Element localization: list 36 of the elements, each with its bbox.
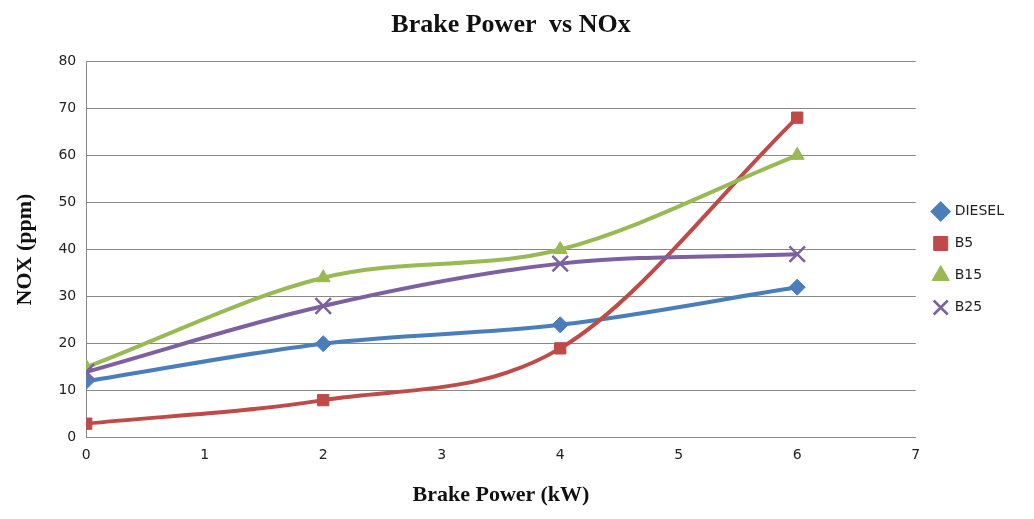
y-tick-label: 80 [58,51,77,68]
point [314,335,332,353]
y-tick-label: 0 [67,428,77,445]
x-tick-label: 4 [555,445,565,462]
y-axis-title: NOX (ppm) [10,193,36,306]
point [554,342,567,355]
x-tick-label: 6 [792,445,802,462]
x-tick-label: 3 [437,445,447,462]
x-tick-label: 2 [318,445,328,462]
point [788,278,806,296]
point [315,269,331,283]
y-tick-label: 60 [58,145,77,162]
legend-label: B25 [954,298,983,315]
y-tick-label: 30 [58,287,77,304]
x-tick-label: 7 [911,445,921,462]
y-tick-label: 40 [58,240,77,257]
point [551,316,569,334]
point [788,245,807,264]
x-axis-title: Brake Power (kW) [412,481,590,507]
y-tick-label: 70 [58,98,77,115]
point [317,393,330,407]
x-tick-label: 5 [674,445,684,462]
point [791,111,804,124]
y-tick-label: 10 [58,381,77,398]
point [789,146,805,160]
point [552,241,568,254]
legend-label: DIESEL [954,202,1005,219]
point [314,296,333,316]
point [551,254,570,273]
legend-label: B15 [954,266,983,283]
x-tick-label: 1 [200,445,210,462]
y-tick-label: 20 [58,334,77,351]
chart-title: Brake Power vs NOx [391,9,631,39]
y-tick-label: 50 [58,193,77,210]
legend-label: B5 [954,234,974,251]
x-tick-label: 0 [81,445,91,462]
